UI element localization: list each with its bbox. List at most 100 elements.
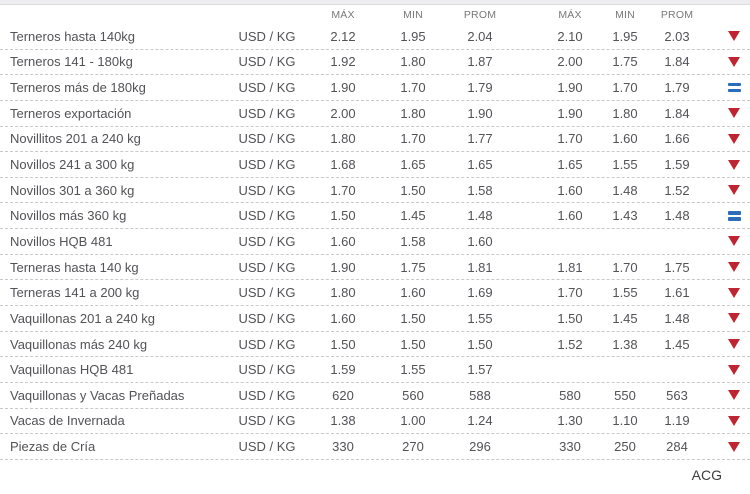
row-value: 270 xyxy=(402,439,424,455)
trend-cell xyxy=(706,409,750,434)
row-category-label: Terneros más de 180kg xyxy=(10,80,146,96)
row-category-label: Novillitos 201 a 240 kg xyxy=(10,131,141,147)
trend-cell xyxy=(706,383,750,408)
row-value: 1.50 xyxy=(330,336,356,352)
row-value: 1.48 xyxy=(664,310,690,326)
row-value: 1.60 xyxy=(467,233,493,249)
row-value: 620 xyxy=(332,387,354,403)
row-value: 2.00 xyxy=(330,105,356,121)
trend-down-icon xyxy=(728,133,740,144)
row-value: 1.80 xyxy=(400,105,426,121)
row-category-label: Terneros exportación xyxy=(10,105,132,121)
row-value: 1.00 xyxy=(400,413,426,429)
row-category-label: Vaquillonas más 240 kg xyxy=(10,336,148,352)
row-value: 550 xyxy=(614,387,636,403)
row-value: 1.58 xyxy=(400,233,426,249)
row-value: 1.65 xyxy=(557,157,583,173)
row-value: 1.55 xyxy=(612,157,638,173)
table-row: Terneros exportación USD / KG 2.00 1.80 … xyxy=(0,101,750,127)
row-value: 1.84 xyxy=(664,54,690,70)
row-value: 1.70 xyxy=(400,131,426,147)
row-value: 1.45 xyxy=(612,310,638,326)
row-unit-label: USD / KG xyxy=(238,157,296,173)
row-value: 1.80 xyxy=(330,131,356,147)
table-row: Terneros 141 - 180kg USD / KG 1.92 1.80 … xyxy=(0,50,750,76)
table-row: Vacas de Invernada USD / KG 1.38 1.00 1.… xyxy=(0,409,750,435)
column-header-prom-1: PROM xyxy=(463,8,497,21)
trend-down-icon xyxy=(728,262,740,273)
table-row: Terneras 141 a 200 kg USD / KG 1.80 1.60… xyxy=(0,280,750,307)
row-value: 1.38 xyxy=(330,413,356,429)
row-value: 1.57 xyxy=(467,362,493,378)
trend-down-icon xyxy=(728,313,740,324)
row-value: 1.55 xyxy=(612,285,638,301)
trend-cell xyxy=(706,203,750,228)
row-value: 1.19 xyxy=(664,413,690,429)
row-value: 1.66 xyxy=(664,131,690,147)
row-value: 1.75 xyxy=(664,259,690,275)
row-category-label: Terneros hasta 140kg xyxy=(10,28,136,44)
table-row: Vaquillonas HQB 481 USD / KG 1.59 1.55 1… xyxy=(0,357,750,383)
trend-down-icon xyxy=(728,56,740,67)
row-value: 1.81 xyxy=(467,259,493,275)
row-value: 1.30 xyxy=(557,413,583,429)
row-unit-label: USD / KG xyxy=(238,387,296,403)
row-unit-label: USD / KG xyxy=(238,80,296,96)
row-value: 1.68 xyxy=(330,157,356,173)
trend-cell xyxy=(706,50,750,75)
row-value: 2.00 xyxy=(557,54,583,70)
trend-cell xyxy=(706,332,750,357)
trend-cell xyxy=(706,24,750,49)
row-value: 1.48 xyxy=(612,182,638,198)
row-value: 1.60 xyxy=(330,310,356,326)
row-value: 1.70 xyxy=(612,259,638,275)
row-category-label: Novillos 301 a 360 kg xyxy=(10,182,135,198)
row-value: 1.90 xyxy=(467,105,493,121)
row-value: 1.50 xyxy=(400,336,426,352)
row-value: 1.70 xyxy=(400,80,426,96)
row-unit-label: USD / KG xyxy=(238,259,296,275)
trend-down-icon xyxy=(728,159,740,170)
table-row: Vaquillonas 201 a 240 kg USD / KG 1.60 1… xyxy=(0,306,750,332)
trend-cell xyxy=(706,75,750,100)
row-value: 2.12 xyxy=(330,28,356,44)
row-value: 1.90 xyxy=(557,80,583,96)
trend-cell xyxy=(706,101,750,126)
row-category-label: Terneros 141 - 180kg xyxy=(10,54,133,70)
row-value: 1.60 xyxy=(400,285,426,301)
trend-down-icon xyxy=(728,415,740,426)
row-value: 563 xyxy=(666,387,688,403)
row-category-label: Novillos 241 a 300 kg xyxy=(10,157,135,173)
row-value: 1.81 xyxy=(557,259,583,275)
row-value: 2.04 xyxy=(467,28,493,44)
row-unit-label: USD / KG xyxy=(238,131,296,147)
trend-equal-icon xyxy=(727,211,741,221)
row-value: 1.55 xyxy=(400,362,426,378)
row-value: 1.50 xyxy=(400,310,426,326)
row-value: 296 xyxy=(469,439,491,455)
row-value: 588 xyxy=(469,387,491,403)
trend-down-icon xyxy=(728,364,740,375)
row-value: 1.50 xyxy=(467,336,493,352)
trend-cell xyxy=(706,306,750,331)
trend-down-icon xyxy=(728,185,740,196)
row-category-label: Vaquillonas y Vacas Preñadas xyxy=(10,387,185,403)
row-value: 1.90 xyxy=(330,259,356,275)
row-value: 1.90 xyxy=(557,105,583,121)
row-value: 1.75 xyxy=(612,54,638,70)
row-value: 330 xyxy=(559,439,581,455)
column-header-prom-2: PROM xyxy=(660,8,694,21)
row-value: 1.48 xyxy=(467,208,493,224)
column-header-min-2: MIN xyxy=(615,8,635,21)
row-value: 1.55 xyxy=(467,310,493,326)
row-category-label: Novillos HQB 481 xyxy=(10,233,113,249)
row-category-label: Piezas de Cría xyxy=(10,439,96,455)
row-value: 1.80 xyxy=(330,285,356,301)
row-value: 1.69 xyxy=(467,285,493,301)
row-value: 1.65 xyxy=(467,157,493,173)
row-value: 1.24 xyxy=(467,413,493,429)
top-divider-bar xyxy=(0,0,750,5)
row-value: 1.60 xyxy=(557,182,583,198)
row-unit-label: USD / KG xyxy=(238,310,296,326)
table-row: Vaquillonas más 240 kg USD / KG 1.50 1.5… xyxy=(0,332,750,358)
